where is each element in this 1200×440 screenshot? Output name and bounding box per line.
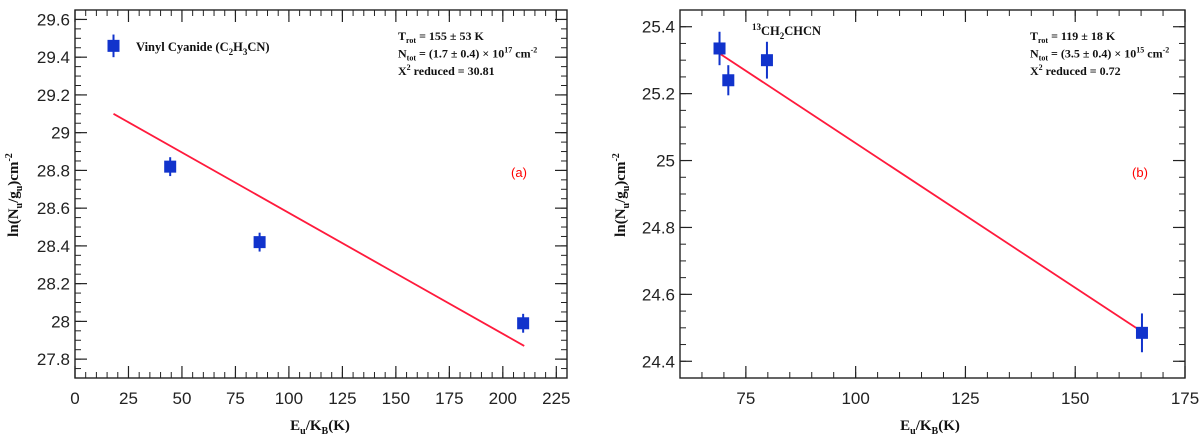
y-tick-label: 25.2	[642, 85, 675, 104]
y-tick-label: 29	[51, 124, 70, 143]
data-point	[760, 54, 773, 67]
data-point	[1135, 326, 1148, 339]
x-tick-label: 175	[435, 389, 463, 408]
y-tick-label: 24.8	[642, 218, 675, 237]
y-tick-label: 25	[656, 152, 675, 171]
x-tick-label: 50	[172, 389, 191, 408]
fit-line	[113, 113, 525, 347]
x-tick-label: 150	[382, 389, 410, 408]
y-axis-title: ln(Nu/gu)cm-2	[611, 153, 632, 237]
legend-marker	[107, 39, 120, 52]
fit-line	[719, 52, 1142, 332]
panel-label: (b)	[1132, 165, 1148, 180]
x-tick-label: 100	[841, 389, 869, 408]
y-axis-title: ln(Nu/gu)cm-2	[4, 153, 25, 237]
trot-annotation: Trot = 155 ± 53 K	[398, 29, 485, 45]
y-tick-label: 28.6	[37, 199, 70, 218]
data-point	[253, 236, 266, 249]
x-tick-label: 25	[119, 389, 138, 408]
y-tick-label: 28.2	[37, 275, 70, 294]
x-tick-label: 75	[226, 389, 245, 408]
x-axis-title: Eu/KB(K)	[290, 418, 350, 437]
trot-annotation: Trot = 119 ± 18 K	[1030, 29, 1116, 45]
x-tick-label: 125	[328, 389, 356, 408]
y-tick-label: 24.6	[642, 285, 675, 304]
y-tick-label: 28.8	[37, 161, 70, 180]
x-tick-label: 175	[1171, 389, 1199, 408]
panel-label: (a)	[511, 165, 527, 180]
y-tick-label: 29.6	[37, 10, 70, 29]
y-tick-label: 29.4	[37, 48, 70, 67]
chi-square-annotation: X2 reduced = 0.72	[1030, 63, 1121, 78]
x-tick-label: 150	[1061, 389, 1089, 408]
x-tick-label: 100	[275, 389, 303, 408]
legend-label: Vinyl Cyanide (C2H3CN)	[136, 40, 270, 57]
ntot-annotation: Ntot = (1.7 ± 0.4) × 1017 cm-2	[398, 46, 537, 63]
data-point	[713, 42, 726, 55]
y-tick-label: 24.4	[642, 352, 675, 371]
y-tick-label: 27.8	[37, 350, 70, 369]
ntot-annotation: Ntot = (3.5 ± 0.4) × 1015 cm-2	[1030, 46, 1169, 63]
y-tick-label: 29.2	[37, 86, 70, 105]
y-tick-label: 28.4	[37, 237, 70, 256]
x-tick-label: 75	[736, 389, 755, 408]
x-tick-label: 0	[70, 389, 79, 408]
y-tick-label: 25.4	[642, 18, 675, 37]
x-tick-label: 125	[951, 389, 979, 408]
panel-a: 0 25 50 75 100 125 150 175 200 225 27.8 28 28.2 28.4 2…	[4, 9, 570, 437]
data-point	[164, 160, 177, 173]
legend-label: 13CH2CHCN	[752, 22, 821, 41]
y-tick-label: 28	[51, 312, 70, 331]
x-tick-label: 200	[489, 389, 517, 408]
x-axis-title: Eu/KB(K)	[900, 418, 960, 437]
x-tick-label: 225	[542, 389, 570, 408]
chi-square-annotation: X2 reduced = 30.81	[398, 63, 495, 78]
panel-b: 75 100 125 150 175 24.4 24.6 24.8 25 25.2 25.4 13CH…	[611, 9, 1199, 437]
data-point	[517, 317, 530, 330]
data-point	[722, 74, 735, 87]
